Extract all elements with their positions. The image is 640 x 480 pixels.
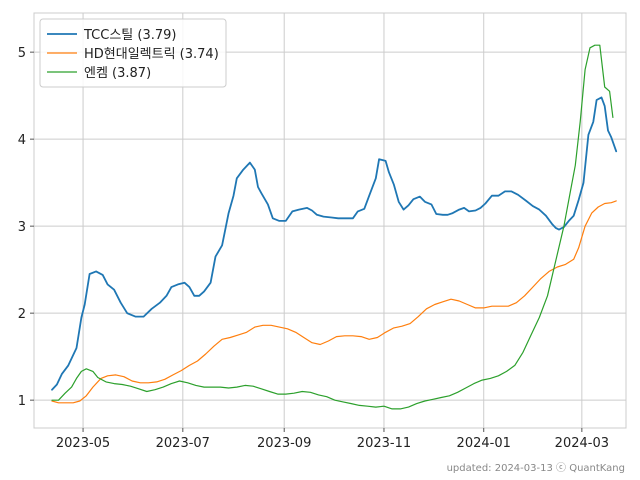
series-line-3 <box>51 44 614 410</box>
y-tick-label: 4 <box>18 133 26 148</box>
series-line-1 <box>51 96 618 391</box>
legend-label-2: HD현대일렉트릭 (3.74) <box>84 47 219 62</box>
y-tick-label: 5 <box>18 46 26 61</box>
footer-credit: updated: 2024-03-13 ⓒ QuantKang <box>447 462 625 474</box>
series-line-2 <box>51 200 617 404</box>
x-axis-ticks: 2023-05 2023-07 2023-09 2023-11 2024-01 2024-… <box>56 428 609 451</box>
x-tick-label: 2023-09 <box>257 436 311 451</box>
x-tick-label: 2024-01 <box>457 436 511 451</box>
y-axis-ticks: 1 2 3 4 5 <box>18 46 34 409</box>
y-tick-label: 2 <box>18 307 26 322</box>
legend-box <box>39 18 227 88</box>
legend: TCC스틸 (3.79) HD현대일렉트릭 (3.74) 엔켐 (3.87) <box>39 18 227 88</box>
series-lines <box>51 44 618 410</box>
x-tick-label: 2023-11 <box>357 436 411 451</box>
legend-label-3: 엔켐 (3.87) <box>84 66 151 81</box>
x-tick-label: 2023-05 <box>56 436 110 451</box>
legend-label-1: TCC스틸 (3.79) <box>83 28 176 43</box>
y-tick-label: 3 <box>18 220 26 235</box>
plot-frame <box>33 12 627 429</box>
x-tick-label: 2023-07 <box>156 436 210 451</box>
y-tick-label: 1 <box>18 394 26 409</box>
x-tick-label: 2024-03 <box>555 436 609 451</box>
